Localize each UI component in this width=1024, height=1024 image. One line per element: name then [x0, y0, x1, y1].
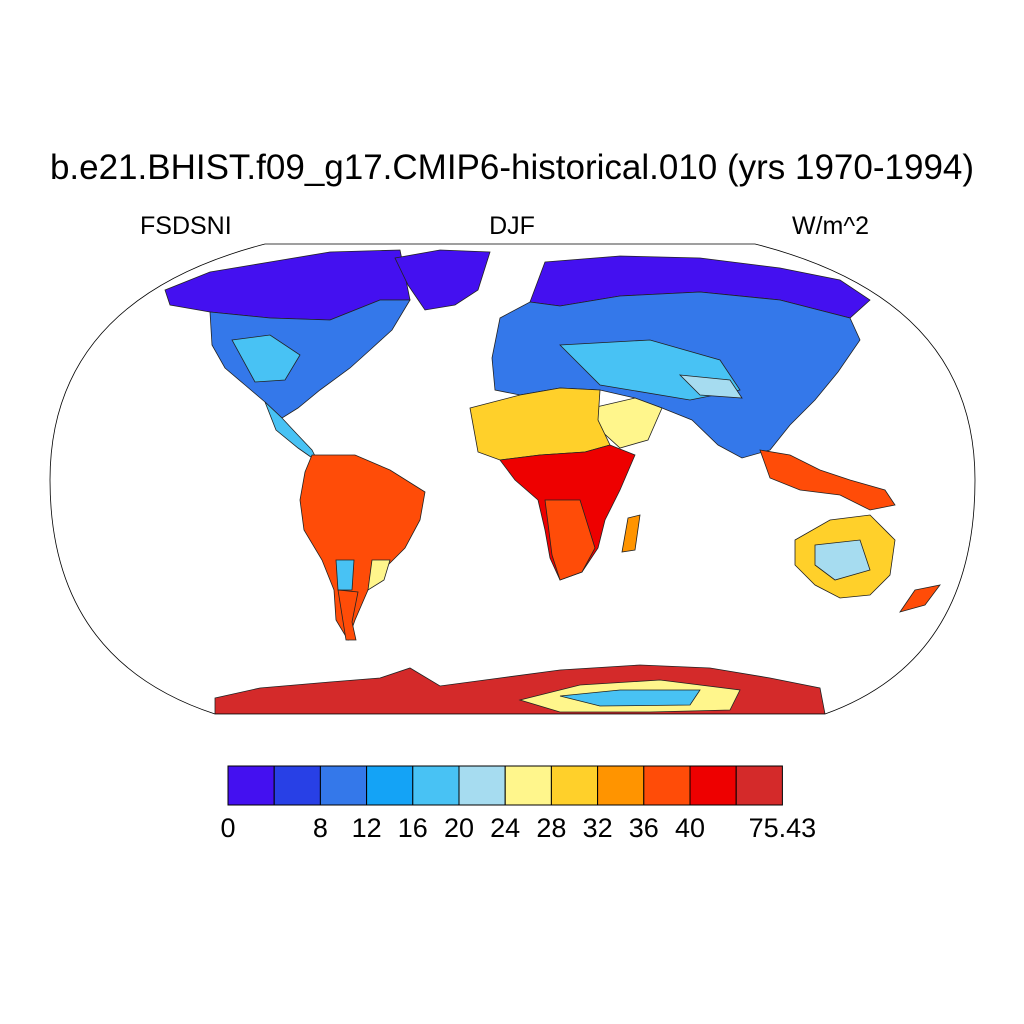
colorbar-tick-label: 0 [220, 813, 236, 843]
region-north-america-light [231, 334, 301, 383]
season-label: DJF [489, 212, 535, 240]
colorbar-swatch [273, 765, 321, 806]
region-maritime [759, 449, 896, 511]
colorbar-swatch [735, 765, 783, 806]
colorbar-swatch [504, 765, 552, 806]
region-new-zealand [899, 584, 941, 613]
variable-label: FSDSNI [140, 212, 232, 240]
region-north-africa [469, 387, 611, 461]
colorbar-tick-label: 12 [351, 813, 382, 843]
colorbar-tick-label: 8 [312, 813, 328, 843]
region-south-america-yellow [367, 559, 391, 591]
colorbar-swatch [550, 765, 599, 806]
colorbar-swatch [458, 765, 506, 806]
colorbar-tick-label: 28 [536, 813, 567, 843]
region-south-america [299, 454, 426, 641]
map-boundary [49, 243, 976, 715]
colorbar-swatch [643, 765, 691, 806]
colorbar-swatch [689, 765, 737, 806]
units-label: W/m^2 [792, 212, 870, 240]
plot-title: b.e21.BHIST.f09_g17.CMIP6-historical.010… [49, 148, 975, 187]
colorbar-swatch [366, 765, 414, 806]
map-land [164, 249, 941, 714]
colorbar-tick-label: 16 [397, 813, 428, 843]
colorbar-tick-label: 32 [582, 813, 613, 843]
region-greenland [394, 249, 491, 311]
colorbar-tick-label: 24 [490, 813, 521, 843]
colorbar-tick-label: 75.43 [748, 813, 817, 843]
colorbar-swatch [319, 765, 368, 806]
region-madagascar [621, 514, 641, 553]
colorbar-tick-label: 40 [674, 813, 706, 843]
colorbar-swatch [412, 765, 460, 806]
region-africa-south [544, 499, 596, 581]
colorbar-swatch [597, 765, 645, 806]
region-south-america-blue [335, 559, 355, 591]
region-north-america [209, 299, 411, 419]
colorbar-swatch [227, 765, 275, 806]
region-tibet [678, 374, 743, 399]
region-australia-inner [814, 539, 871, 581]
colorbar [227, 765, 783, 806]
region-patagonia [337, 589, 359, 641]
colorbar-tick-label: 20 [443, 813, 475, 843]
region-antarctica-blue [559, 689, 701, 707]
colorbar-tick-label: 36 [628, 813, 659, 843]
